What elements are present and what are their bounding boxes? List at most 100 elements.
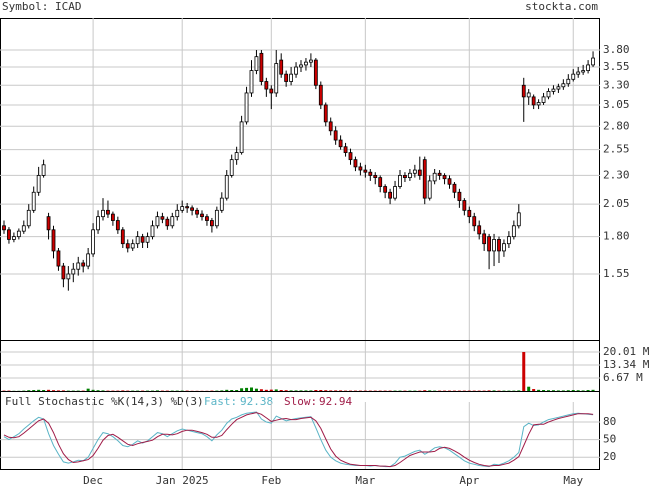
volume-bar xyxy=(334,390,338,391)
candle-body xyxy=(472,216,477,227)
candle-body xyxy=(219,197,224,211)
candle-body xyxy=(244,92,249,123)
y-tick-label: 1.80 xyxy=(603,230,630,243)
candle-body xyxy=(180,206,185,211)
volume-bar xyxy=(551,390,555,391)
y-tick-label: 50 xyxy=(603,433,616,446)
volume-bar xyxy=(492,390,496,391)
stochastic-title: Full Stochastic %K(14,3) %D(3) xyxy=(5,395,204,408)
volume-bar xyxy=(230,390,234,391)
candle-body xyxy=(36,175,41,193)
candle-body xyxy=(487,236,492,252)
candle-body xyxy=(591,57,595,66)
volume-bar xyxy=(309,390,313,391)
y-tick-label: 2.80 xyxy=(603,119,630,132)
candle-body xyxy=(556,86,561,90)
volume-bar xyxy=(250,387,253,391)
y-tick-label: 3.80 xyxy=(603,43,630,56)
candle-body xyxy=(150,225,155,238)
candle-body xyxy=(333,130,338,141)
candle-body xyxy=(551,88,556,92)
candle-body xyxy=(521,84,526,98)
volume-bar xyxy=(299,390,303,391)
volume-bar xyxy=(339,390,343,391)
volume-bar xyxy=(225,389,229,391)
volume-bar xyxy=(576,390,580,391)
candle-body xyxy=(289,73,294,82)
candle-body xyxy=(46,216,51,231)
candle-body xyxy=(383,186,388,193)
candle-body xyxy=(91,229,95,255)
y-tick-label: 2.05 xyxy=(603,197,630,210)
candle-body xyxy=(373,175,378,179)
candle-body xyxy=(427,180,432,199)
y-tick-label: 20.01 M xyxy=(603,345,650,358)
volume-bar xyxy=(566,390,570,391)
candle-body xyxy=(51,229,56,252)
candle-body xyxy=(477,225,482,235)
candle-body xyxy=(581,70,586,73)
candle-body xyxy=(76,262,81,270)
candle-body xyxy=(111,213,115,221)
volume-bar xyxy=(289,390,293,391)
candle-body xyxy=(31,191,36,211)
volume-bar xyxy=(319,390,323,391)
candle-body xyxy=(388,191,393,199)
candle-body xyxy=(125,243,130,249)
candle-body xyxy=(437,172,442,176)
y-tick-label: 1.55 xyxy=(603,267,630,280)
candle-body xyxy=(7,229,11,240)
candle-body xyxy=(318,84,323,106)
volume-bar xyxy=(91,389,95,391)
volume-bar xyxy=(304,390,308,391)
volume-bar xyxy=(586,390,590,391)
fast-value: 92.38 xyxy=(240,395,273,408)
candle-body xyxy=(299,64,303,68)
y-tick-label: 6.67 M xyxy=(603,371,643,384)
candle-body xyxy=(61,265,66,280)
y-tick-label: 20 xyxy=(603,450,616,463)
volume-bar xyxy=(581,390,585,391)
volume-bar xyxy=(561,390,565,391)
candle-body xyxy=(26,209,31,227)
volume-bar xyxy=(254,388,258,391)
volume-bar xyxy=(522,352,526,391)
volume-bar xyxy=(27,390,31,391)
volume-bar xyxy=(220,390,224,391)
volume-bar xyxy=(556,390,560,391)
candle-body xyxy=(145,236,150,243)
candle-body xyxy=(2,225,6,231)
x-tick-label: Feb xyxy=(261,474,281,486)
candle-body xyxy=(403,175,407,179)
candle-body xyxy=(81,262,86,267)
candle-body xyxy=(531,96,536,106)
volume-bar xyxy=(269,389,273,391)
candle-body xyxy=(264,81,269,90)
candle-body xyxy=(135,236,140,245)
y-tick-label: 3.55 xyxy=(603,60,630,73)
candle-body xyxy=(294,66,298,75)
candle-body xyxy=(536,102,541,106)
volume-bar xyxy=(259,389,263,391)
candle-body xyxy=(571,73,576,80)
candle-body xyxy=(170,216,175,227)
candle-body xyxy=(457,191,462,201)
candle-body xyxy=(140,236,145,243)
candle-body xyxy=(41,164,46,176)
candle-body xyxy=(71,268,76,275)
volume-bar xyxy=(428,390,432,391)
candle-body xyxy=(185,206,190,209)
volume-bar xyxy=(591,389,595,391)
candle-body xyxy=(328,121,333,132)
volume-bar xyxy=(284,390,288,391)
volume-bar xyxy=(235,390,239,391)
candle-body xyxy=(511,225,516,238)
candle-body xyxy=(209,220,214,227)
volume-bar xyxy=(37,389,41,391)
volume-bar xyxy=(86,388,90,391)
stochastic-fast xyxy=(3,411,594,468)
y-tick-label: 80 xyxy=(603,415,616,428)
candle-body xyxy=(11,236,16,240)
candle-body xyxy=(259,52,264,82)
volume-bar xyxy=(155,390,159,391)
